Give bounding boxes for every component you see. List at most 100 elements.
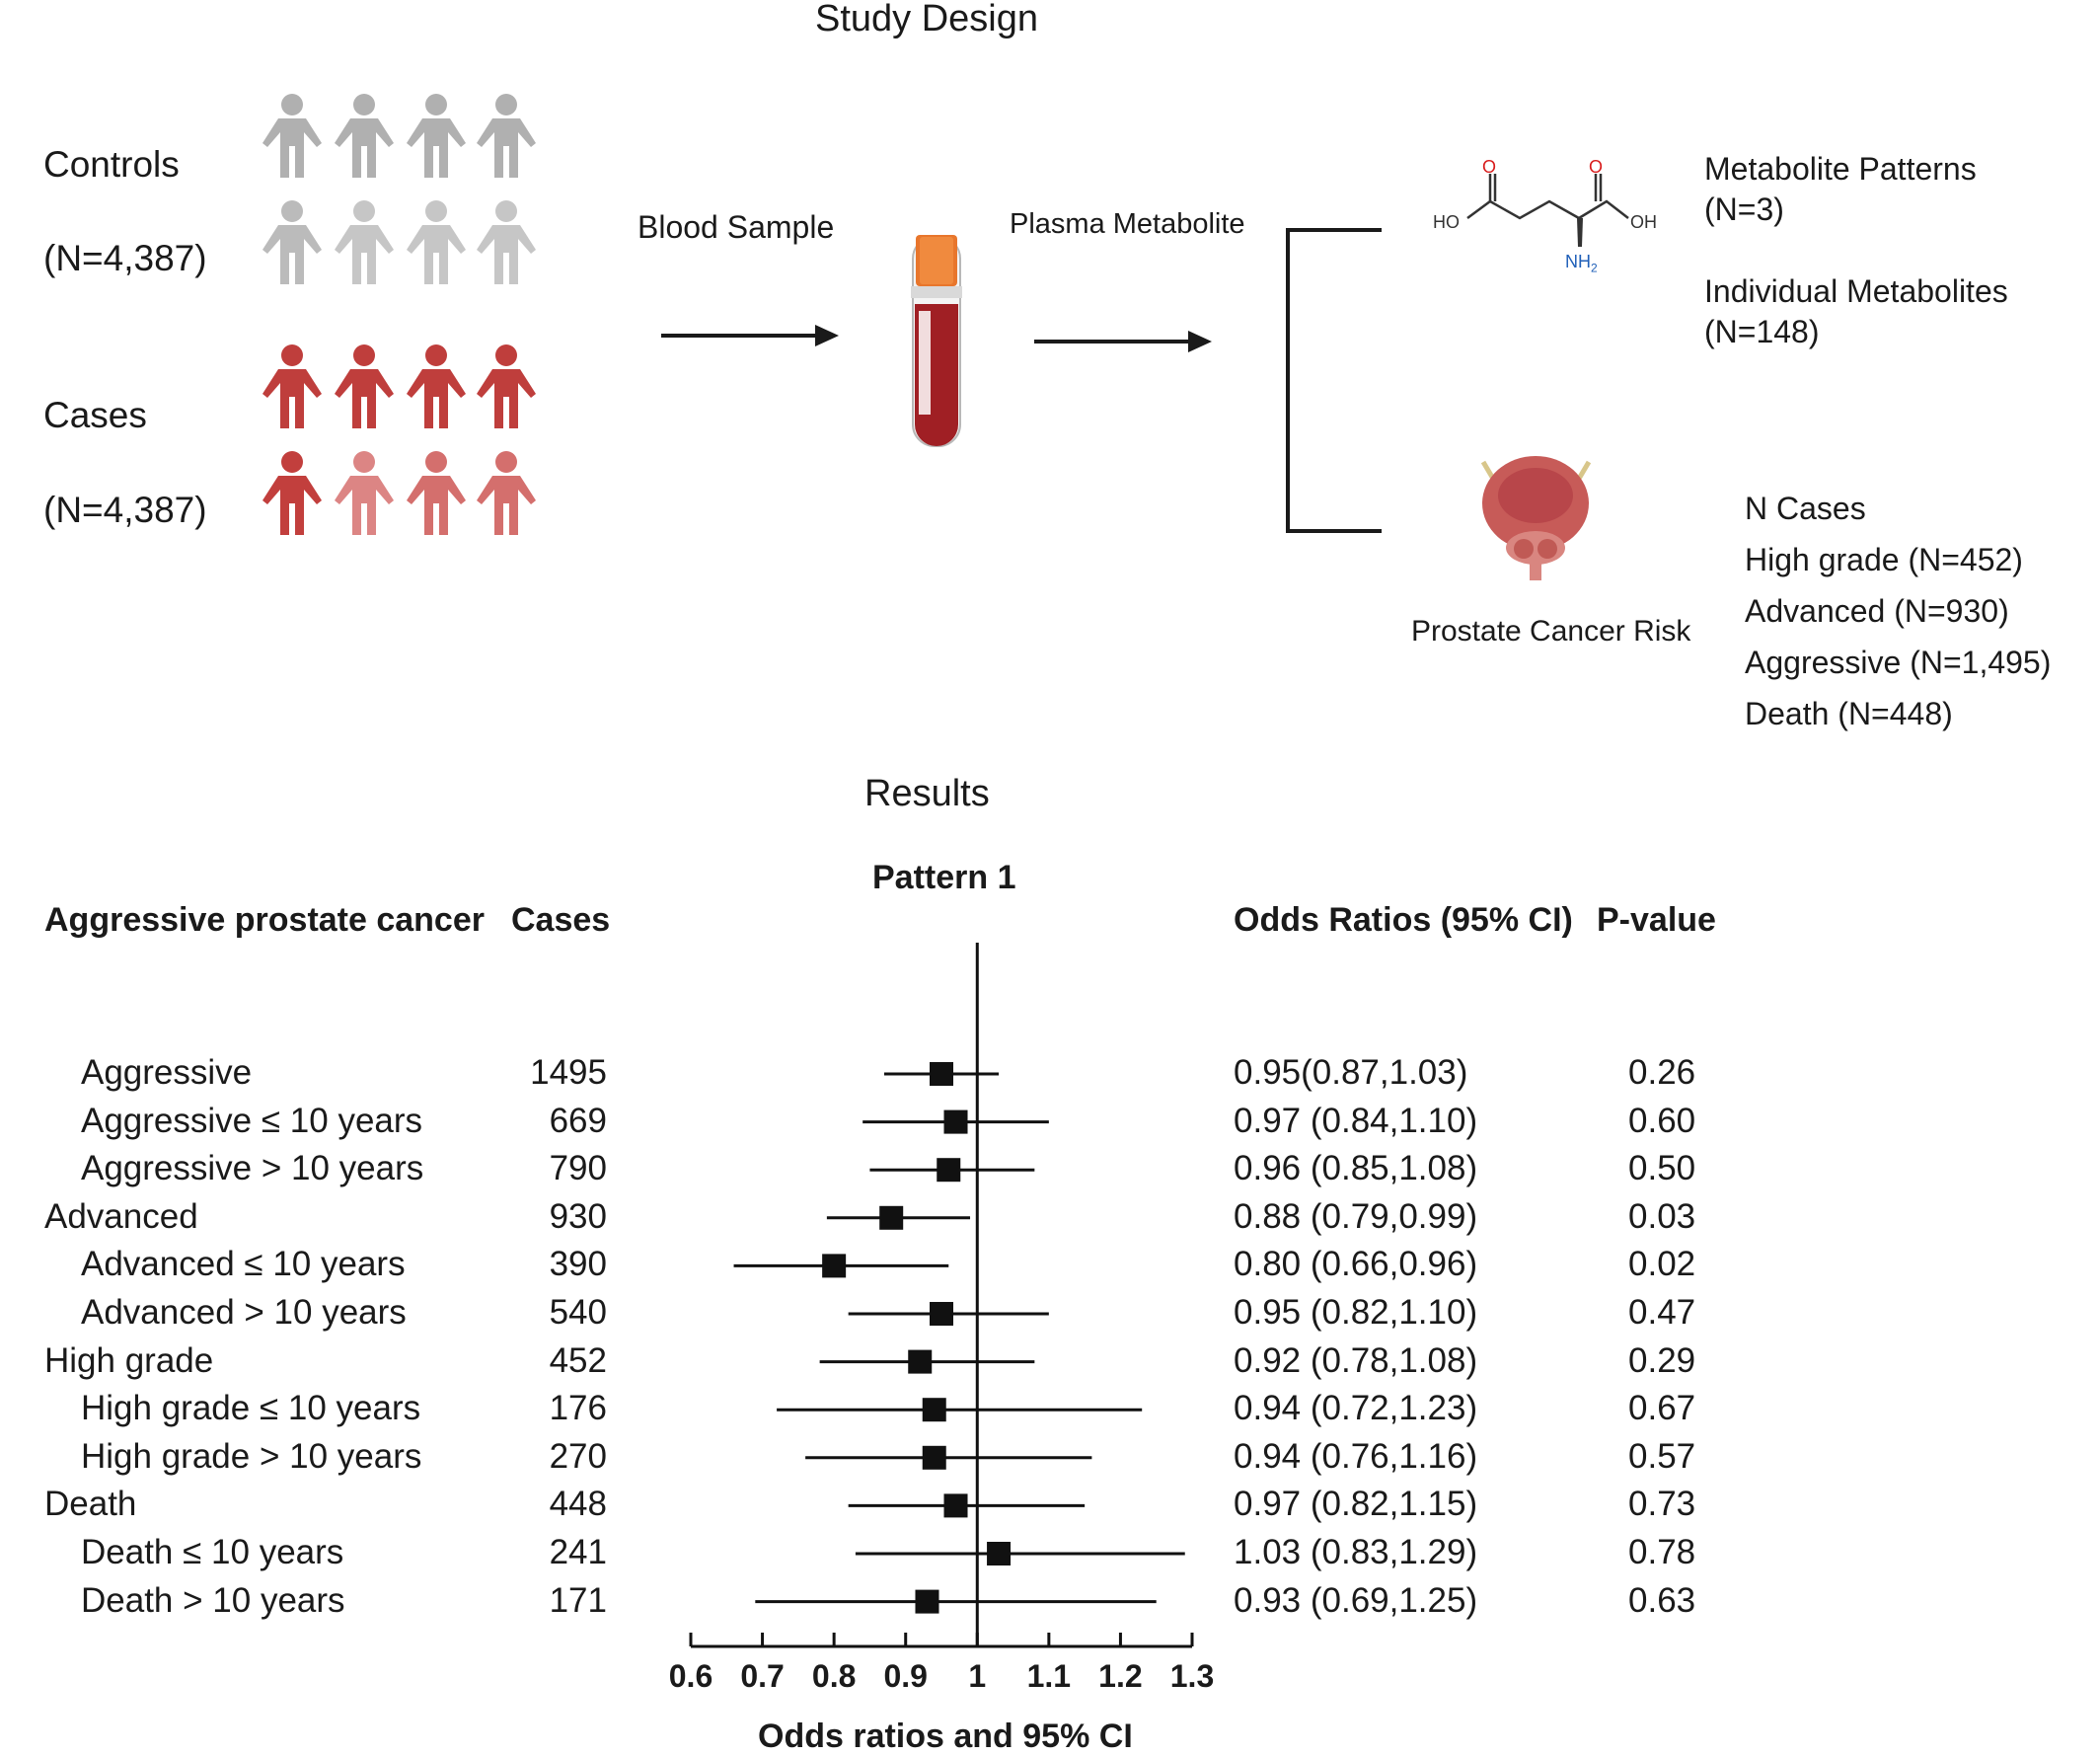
plasma-metabolite-label: Plasma Metabolite <box>1010 208 1245 240</box>
outcome-column-header: Aggressive prostate cancer <box>44 901 485 939</box>
row-label: High grade <box>44 1340 214 1380</box>
row-cases: 171 <box>549 1580 607 1620</box>
odds-ratio-column-header: Odds Ratios (95% CI) <box>1234 901 1573 939</box>
row-cases: 1495 <box>530 1053 607 1092</box>
bracket <box>1286 228 1382 533</box>
blood-sample-label: Blood Sample <box>638 209 835 245</box>
molecule-ho: HO <box>1433 212 1460 232</box>
x-tick-label: 1 <box>968 1658 987 1694</box>
row-p-value: 0.78 <box>1628 1533 1696 1571</box>
row-odds-ratio: 0.95(0.87,1.03) <box>1234 1053 1468 1092</box>
row-cases: 241 <box>549 1533 607 1571</box>
row-p-value: 0.26 <box>1628 1053 1696 1092</box>
row-label: Advanced <box>44 1196 198 1236</box>
row-cases: 390 <box>549 1245 607 1284</box>
row-p-value: 0.60 <box>1628 1101 1696 1140</box>
point-estimate-marker <box>922 1445 946 1470</box>
row-odds-ratio: 1.03 (0.83,1.29) <box>1234 1533 1478 1571</box>
molecule-amine-subscript: 2 <box>1591 261 1598 275</box>
cases-label: Cases <box>43 395 147 435</box>
prostate-cancer-risk-label: Prostate Cancer Risk <box>1411 615 1691 648</box>
row-cases: 448 <box>549 1485 607 1524</box>
molecule-oxygen-2: O <box>1589 157 1604 177</box>
row-p-value: 0.57 <box>1628 1436 1696 1476</box>
point-estimate-marker <box>822 1254 847 1278</box>
row-odds-ratio: 0.97 (0.84,1.10) <box>1234 1101 1478 1140</box>
row-odds-ratio: 0.96 (0.85,1.08) <box>1234 1149 1478 1188</box>
molecule-oxygen-1: O <box>1482 157 1497 177</box>
row-label: High grade > 10 years <box>81 1436 422 1476</box>
row-odds-ratio: 0.94 (0.76,1.16) <box>1234 1436 1478 1476</box>
glutamic-acid-molecule-icon <box>1466 174 1629 247</box>
metabolite-patterns-label: Metabolite Patterns <box>1704 151 1977 187</box>
row-odds-ratio: 0.92 (0.78,1.08) <box>1234 1340 1478 1380</box>
molecule-amine-label: NH <box>1565 252 1591 271</box>
row-label: Advanced ≤ 10 years <box>81 1245 406 1284</box>
row-label: Death > 10 years <box>81 1580 345 1620</box>
row-odds-ratio: 0.94 (0.72,1.23) <box>1234 1389 1478 1428</box>
molecule-amine: NH2 <box>1565 253 1598 274</box>
prostate-icon <box>1480 456 1592 580</box>
blood-tube-icon <box>911 235 962 447</box>
point-estimate-marker <box>943 1493 968 1518</box>
study-design-title: Study Design <box>815 0 1039 39</box>
row-p-value: 0.73 <box>1628 1485 1696 1524</box>
metabolite-patterns-count: (N=3) <box>1704 191 1784 227</box>
x-tick-label: 0.6 <box>668 1658 713 1694</box>
point-estimate-marker <box>937 1158 961 1183</box>
row-cases: 930 <box>549 1196 607 1236</box>
row-p-value: 0.67 <box>1628 1389 1696 1428</box>
row-p-value: 0.63 <box>1628 1580 1696 1620</box>
row-label: Aggressive ≤ 10 years <box>81 1101 423 1140</box>
point-estimate-marker <box>987 1542 1012 1565</box>
individual-metabolites-count: (N=148) <box>1704 314 1820 349</box>
row-label: Death <box>44 1485 137 1524</box>
row-odds-ratio: 0.93 (0.69,1.25) <box>1234 1580 1478 1620</box>
individual-metabolites-label: Individual Metabolites <box>1704 273 2008 309</box>
controls-label: Controls <box>43 144 180 185</box>
row-p-value: 0.50 <box>1628 1149 1696 1188</box>
x-tick-label: 1.1 <box>1026 1658 1072 1694</box>
x-tick-label: 1.3 <box>1169 1658 1215 1694</box>
controls-people-icon <box>262 94 536 284</box>
cases-count: (N=4,387) <box>43 490 207 530</box>
point-estimate-marker <box>930 1062 953 1086</box>
row-p-value: 0.29 <box>1628 1340 1696 1380</box>
pattern-title: Pattern 1 <box>872 859 1016 896</box>
point-estimate-marker <box>943 1109 968 1134</box>
n-cases-high-grade: High grade (N=452) <box>1745 542 2023 577</box>
row-p-value: 0.03 <box>1628 1196 1696 1236</box>
row-label: Aggressive > 10 years <box>81 1149 424 1188</box>
point-estimate-marker <box>879 1205 904 1230</box>
row-odds-ratio: 0.95 (0.82,1.10) <box>1234 1293 1478 1332</box>
x-tick-label: 0.8 <box>811 1658 857 1694</box>
cases-column-header: Cases <box>511 901 611 939</box>
n-cases-death: Death (N=448) <box>1745 696 1953 731</box>
row-cases: 790 <box>549 1149 607 1188</box>
x-tick-label: 1.2 <box>1098 1658 1143 1694</box>
row-cases: 452 <box>549 1340 607 1380</box>
arrow-right-icon <box>661 325 839 346</box>
point-estimate-marker <box>908 1349 933 1374</box>
row-cases: 270 <box>549 1436 607 1476</box>
row-label: Advanced > 10 years <box>81 1293 407 1332</box>
row-cases: 176 <box>549 1389 607 1428</box>
point-estimate-marker <box>922 1398 946 1422</box>
row-label: High grade ≤ 10 years <box>81 1389 421 1428</box>
controls-count: (N=4,387) <box>43 238 207 278</box>
n-cases-title: N Cases <box>1745 491 1866 526</box>
row-odds-ratio: 0.88 (0.79,0.99) <box>1234 1196 1478 1236</box>
point-estimate-marker <box>915 1589 939 1614</box>
row-p-value: 0.02 <box>1628 1245 1696 1284</box>
x-tick-label: 0.9 <box>883 1658 928 1694</box>
point-estimate-marker <box>930 1302 953 1326</box>
n-cases-advanced: Advanced (N=930) <box>1745 593 2009 629</box>
row-odds-ratio: 0.97 (0.82,1.15) <box>1234 1485 1478 1524</box>
p-value-column-header: P-value <box>1597 901 1716 939</box>
cases-people-icon <box>262 344 536 535</box>
arrow-right-icon <box>1034 331 1212 352</box>
row-cases: 669 <box>549 1101 607 1140</box>
molecule-oh: OH <box>1630 212 1657 232</box>
